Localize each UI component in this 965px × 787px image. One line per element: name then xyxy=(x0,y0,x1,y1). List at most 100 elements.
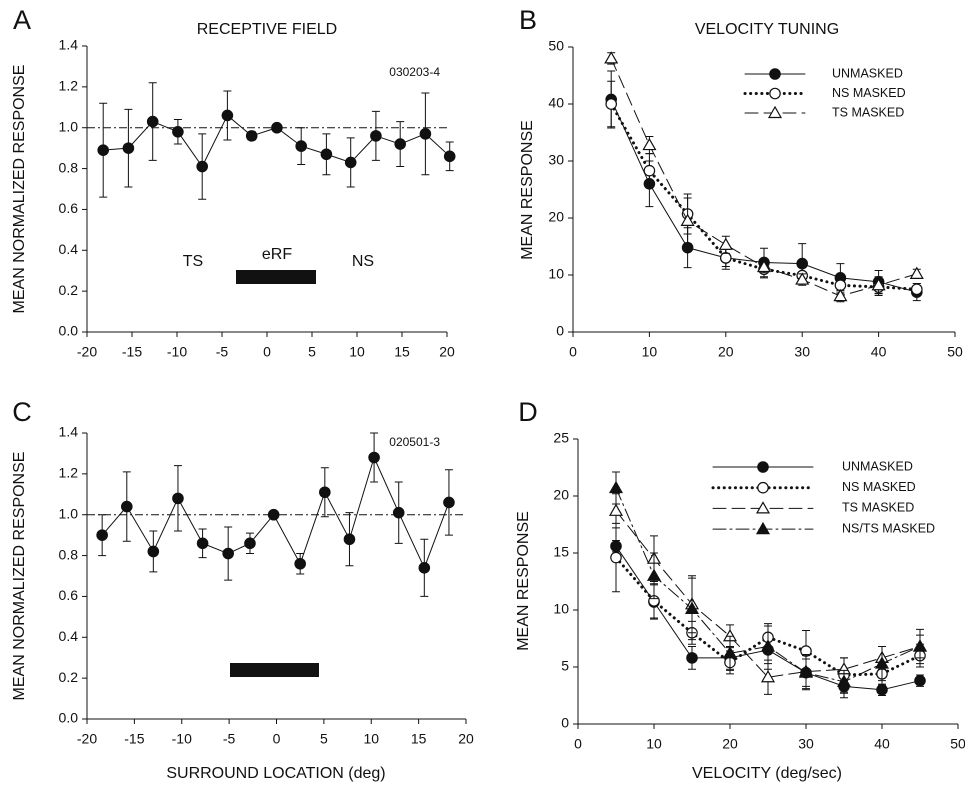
point xyxy=(295,140,307,152)
point xyxy=(244,537,256,550)
y-tick-label: 25 xyxy=(553,430,569,446)
point xyxy=(795,272,810,285)
y-axis-label: MEAN NORMALIZED RESPONSE xyxy=(11,452,28,701)
point xyxy=(760,670,776,683)
point xyxy=(833,288,848,302)
x-tick-label: -20 xyxy=(77,344,97,360)
point xyxy=(646,568,662,581)
point xyxy=(610,551,622,564)
x-tick-label: 50 xyxy=(950,736,965,752)
point xyxy=(392,506,405,519)
point xyxy=(718,237,733,250)
y-tick-label: 50 xyxy=(548,38,564,54)
point xyxy=(605,98,617,110)
point xyxy=(122,142,135,154)
point xyxy=(760,639,776,652)
point xyxy=(120,500,133,513)
point xyxy=(443,496,455,509)
point xyxy=(608,480,624,494)
y-tick-label: 5 xyxy=(561,658,569,674)
point xyxy=(147,545,160,558)
point xyxy=(909,266,924,279)
point xyxy=(871,278,886,291)
x-tick-label: 5 xyxy=(320,731,328,747)
y-tick-label: 10 xyxy=(548,266,564,282)
x-tick-label: 15 xyxy=(411,731,427,747)
x-tick-label: -10 xyxy=(167,344,187,360)
point xyxy=(722,646,738,659)
x-tick-label: 0 xyxy=(569,344,577,360)
point xyxy=(836,674,852,687)
panel-letter: A xyxy=(13,5,31,35)
point xyxy=(320,148,333,161)
point xyxy=(443,150,456,163)
y-axis-label: MEAN RESPONSE xyxy=(519,120,536,260)
y-tick-label: 1.4 xyxy=(59,424,79,440)
point xyxy=(756,259,772,273)
x-tick-label: 20 xyxy=(458,731,474,747)
point xyxy=(914,674,926,687)
x-tick-label: 20 xyxy=(722,736,738,752)
x-tick-label: -20 xyxy=(77,731,97,747)
point xyxy=(96,529,108,541)
x-tick-label: 30 xyxy=(798,736,814,752)
point xyxy=(196,160,208,173)
point xyxy=(222,547,234,560)
annotation: 030203-4 xyxy=(389,65,440,79)
y-tick-label: 0.0 xyxy=(59,710,79,726)
y-tick-label: 0.4 xyxy=(59,241,79,257)
point xyxy=(684,601,700,614)
x-tick-label: 0 xyxy=(263,344,271,360)
series-line xyxy=(609,102,919,291)
panel-letter: C xyxy=(12,397,32,427)
y-tick-label: 0 xyxy=(561,715,569,731)
y-tick-label: 1.4 xyxy=(59,37,79,53)
point xyxy=(172,126,184,138)
point xyxy=(245,130,258,142)
erf-bar xyxy=(236,270,316,284)
point xyxy=(419,128,432,140)
y-tick-label: 0.2 xyxy=(59,282,79,298)
x-tick-label: -15 xyxy=(122,344,142,360)
x-tick-label: 0 xyxy=(273,731,281,747)
point xyxy=(643,164,656,177)
y-tick-label: 0.2 xyxy=(59,669,79,685)
x-tick-label: 40 xyxy=(871,344,887,360)
point xyxy=(642,137,657,151)
point xyxy=(294,557,306,570)
region-label: NS xyxy=(352,253,374,270)
point xyxy=(196,537,209,550)
point xyxy=(680,213,695,226)
point xyxy=(271,121,283,134)
point xyxy=(344,156,357,169)
y-tick-label: 20 xyxy=(548,209,564,225)
y-tick-label: 1.2 xyxy=(59,78,79,94)
annotation: 020501-3 xyxy=(389,435,440,449)
point xyxy=(418,562,431,574)
panel-letter: B xyxy=(519,5,537,35)
point xyxy=(146,115,159,128)
point xyxy=(319,486,331,499)
legend-marker xyxy=(769,87,781,100)
x-axis-label: VELOCITY (deg/sec) xyxy=(692,765,842,782)
panel-letter: D xyxy=(518,397,538,427)
x-tick-label: 50 xyxy=(947,344,963,360)
x-axis-label: SURROUND LOCATION (deg) xyxy=(166,765,385,782)
x-tick-label: 30 xyxy=(794,344,810,360)
y-tick-label: 1.0 xyxy=(59,505,79,521)
point xyxy=(172,492,184,505)
legend-marker xyxy=(767,105,783,119)
point xyxy=(876,683,888,696)
x-tick-label: 5 xyxy=(308,344,316,360)
y-tick-label: 0.8 xyxy=(59,159,79,175)
y-tick-label: 0.6 xyxy=(59,587,79,603)
legend-label: TS MASKED xyxy=(842,501,914,515)
point xyxy=(719,252,732,264)
point xyxy=(267,508,280,521)
x-tick-label: 20 xyxy=(718,344,734,360)
point xyxy=(798,665,814,678)
y-tick-label: 0.4 xyxy=(59,628,79,644)
x-tick-label: 10 xyxy=(363,731,379,747)
y-tick-label: 10 xyxy=(553,601,569,617)
